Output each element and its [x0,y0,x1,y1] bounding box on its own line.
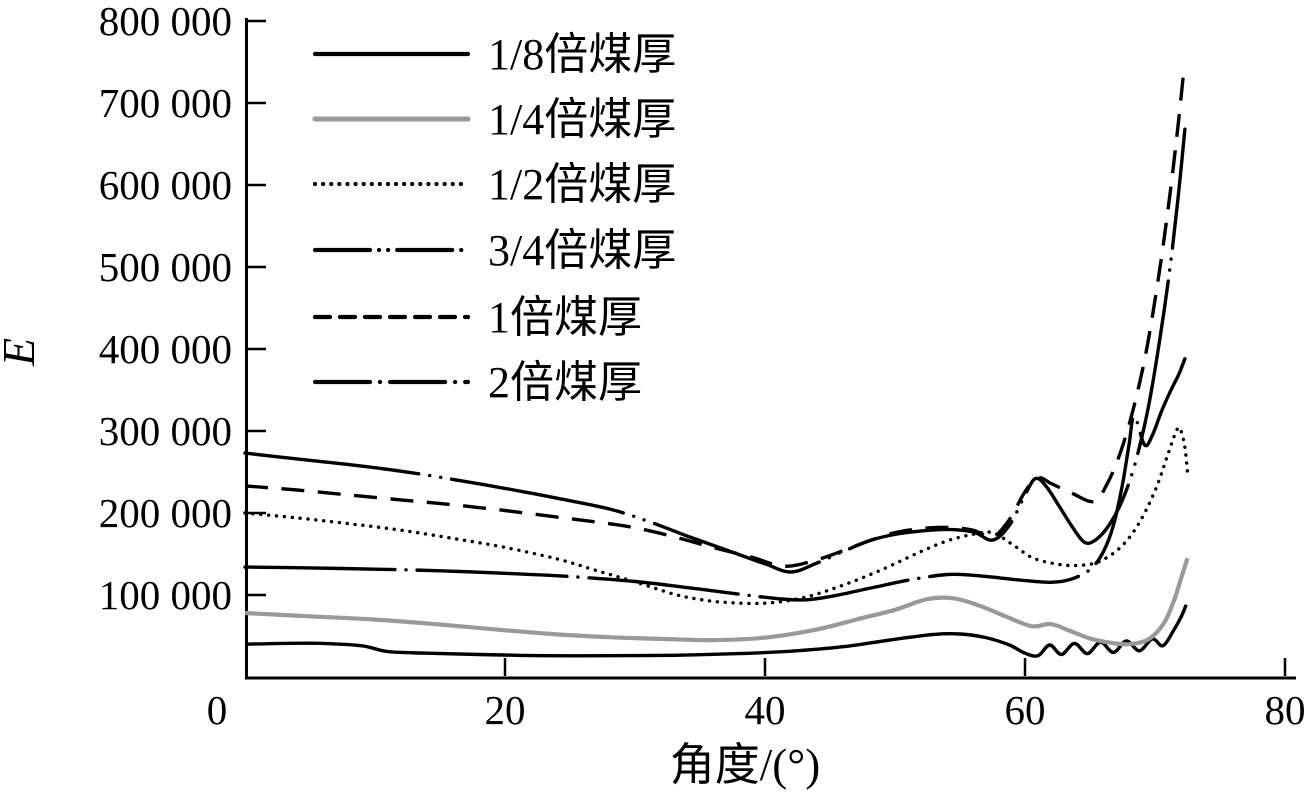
series-line-three-quarters [243,127,1187,574]
legend-label-one-eighth: 1/8倍煤厚 [488,30,676,79]
legend: 1/8倍煤厚 1/4倍煤厚 1/2倍煤厚 3/4倍煤厚 1倍煤厚 2倍煤厚 [312,30,676,407]
series-line-one-quarter [244,557,1190,647]
series-line-one-half [243,425,1190,606]
y-tick-label: 300 000 [99,408,232,454]
legend-item-one-eighth: 1/8倍煤厚 [312,30,676,79]
legend-label-three-quarters: 3/4倍煤厚 [488,226,676,275]
y-tick-label: 700 000 [99,80,232,126]
x-tick-label: 60 [1005,687,1046,733]
legend-label-one-half: 1/2倍煤厚 [488,160,676,209]
y-tick-label: 500 000 [99,244,232,290]
x-tick-label: 0 [207,687,228,733]
series-line-one-eighth [244,604,1188,658]
x-axis-label: 角度/(°) [670,740,820,790]
legend-item-two-times: 2倍煤厚 [312,358,642,407]
legend-item-one-times: 1倍煤厚 [312,293,642,342]
y-tick-label: 400 000 [99,326,232,372]
series-line-one-times [244,72,1186,569]
x-tick-label: 80 [1265,687,1306,733]
legend-label-two-times: 2倍煤厚 [488,358,642,407]
y-tick-label: 100 000 [99,572,232,618]
y-axis-label: E [0,338,44,367]
legend-item-one-quarter: 1/4倍煤厚 [312,95,676,144]
y-tick-label: 200 000 [99,490,232,536]
x-tick-label: 40 [745,687,786,733]
legend-label-one-times: 1倍煤厚 [488,293,642,342]
legend-label-one-quarter: 1/4倍煤厚 [488,95,676,144]
legend-item-one-half: 1/2倍煤厚 [312,160,676,209]
series-line-two-times [243,357,1187,602]
x-tick-label: 20 [485,687,526,733]
legend-item-three-quarters: 3/4倍煤厚 [312,226,676,275]
y-tick-label: 600 000 [99,162,232,208]
y-tick-label: 800 000 [99,0,232,44]
